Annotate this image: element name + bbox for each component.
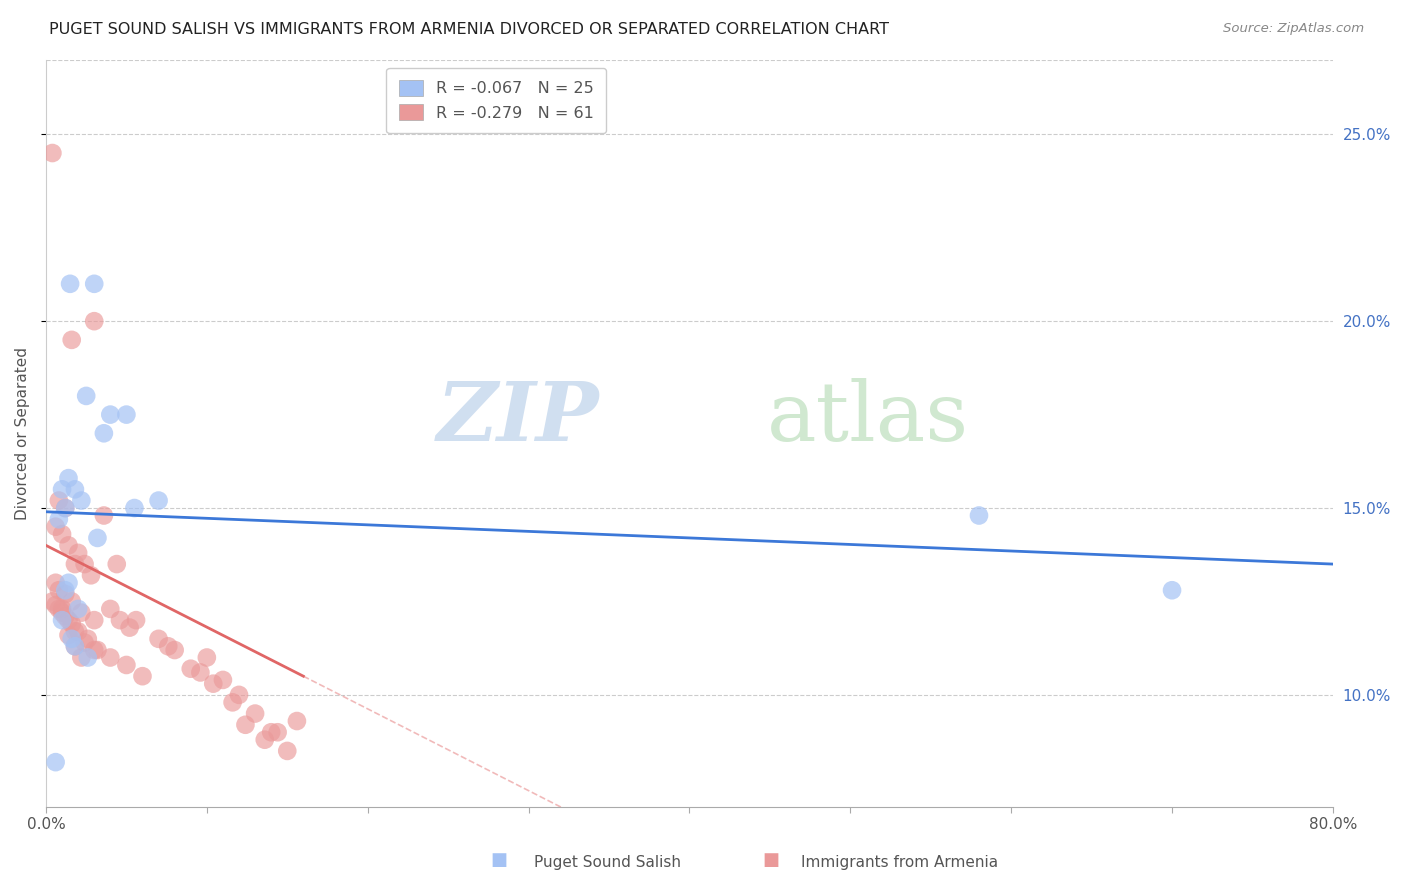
Point [93, 508, 115, 523]
Point [51, 602, 73, 616]
Point [98, 602, 121, 616]
Point [76, 650, 98, 665]
Point [63, 557, 86, 571]
Point [93, 426, 115, 441]
Point [221, 695, 243, 709]
Point [60, 616, 83, 631]
Point [60, 632, 83, 646]
Point [260, 725, 283, 739]
Point [235, 718, 257, 732]
Point [253, 732, 276, 747]
Point [212, 673, 235, 687]
Point [51, 483, 73, 497]
Text: ■: ■ [762, 851, 779, 869]
Point [53, 609, 76, 624]
Point [125, 613, 148, 627]
Point [63, 640, 86, 654]
Point [70, 606, 93, 620]
Point [148, 632, 170, 646]
Point [60, 594, 83, 608]
Point [115, 408, 138, 422]
Text: Puget Sound Salish: Puget Sound Salish [534, 855, 682, 870]
Text: ZIP: ZIP [437, 378, 599, 458]
Point [58, 538, 80, 552]
Point [63, 624, 86, 639]
Point [285, 714, 308, 728]
Point [48, 602, 70, 616]
Point [163, 643, 186, 657]
Point [53, 583, 76, 598]
Point [67, 546, 90, 560]
Point [98, 650, 121, 665]
Point [45, 598, 67, 612]
Point [118, 621, 141, 635]
Point [60, 333, 83, 347]
Text: Source: ZipAtlas.com: Source: ZipAtlas.com [1223, 22, 1364, 36]
Point [59, 277, 82, 291]
Point [41, 146, 63, 161]
Y-axis label: Divorced or Separated: Divorced or Separated [15, 347, 30, 520]
Point [228, 688, 250, 702]
Point [190, 665, 212, 680]
Point [48, 493, 70, 508]
Point [63, 640, 86, 654]
Point [75, 389, 97, 403]
Text: PUGET SOUND SALISH VS IMMIGRANTS FROM ARMENIA DIVORCED OR SEPARATED CORRELATION : PUGET SOUND SALISH VS IMMIGRANTS FROM AR… [49, 22, 889, 37]
Point [195, 650, 218, 665]
Point [58, 613, 80, 627]
Point [83, 613, 105, 627]
Point [80, 568, 103, 582]
Point [58, 575, 80, 590]
Point [67, 602, 90, 616]
Text: Immigrants from Armenia: Immigrants from Armenia [801, 855, 998, 870]
Point [67, 624, 90, 639]
Point [53, 501, 76, 516]
Point [58, 628, 80, 642]
Point [180, 662, 202, 676]
Point [51, 527, 73, 541]
Point [41, 594, 63, 608]
Legend: R = -0.067   N = 25, R = -0.279   N = 61: R = -0.067 N = 25, R = -0.279 N = 61 [387, 68, 606, 133]
Point [276, 744, 298, 758]
Text: ■: ■ [491, 851, 508, 869]
Point [266, 725, 288, 739]
Point [83, 277, 105, 291]
Point [115, 657, 138, 672]
Point [243, 706, 266, 721]
Point [131, 669, 153, 683]
Point [202, 676, 225, 690]
Point [124, 501, 146, 516]
Point [51, 613, 73, 627]
Point [45, 575, 67, 590]
Point [70, 650, 93, 665]
Point [48, 512, 70, 526]
Point [86, 531, 108, 545]
Point [73, 635, 96, 649]
Point [967, 508, 990, 523]
Point [1161, 583, 1184, 598]
Point [83, 643, 105, 657]
Point [73, 557, 96, 571]
Point [76, 632, 98, 646]
Point [53, 587, 76, 601]
Point [148, 493, 170, 508]
Point [48, 583, 70, 598]
Point [45, 519, 67, 533]
Text: atlas: atlas [766, 378, 969, 458]
Point [51, 606, 73, 620]
Point [86, 643, 108, 657]
Point [105, 557, 128, 571]
Point [108, 613, 131, 627]
Point [157, 640, 180, 654]
Point [83, 314, 105, 328]
Point [70, 493, 93, 508]
Point [98, 408, 121, 422]
Point [58, 471, 80, 485]
Point [63, 483, 86, 497]
Point [45, 755, 67, 769]
Point [53, 501, 76, 516]
